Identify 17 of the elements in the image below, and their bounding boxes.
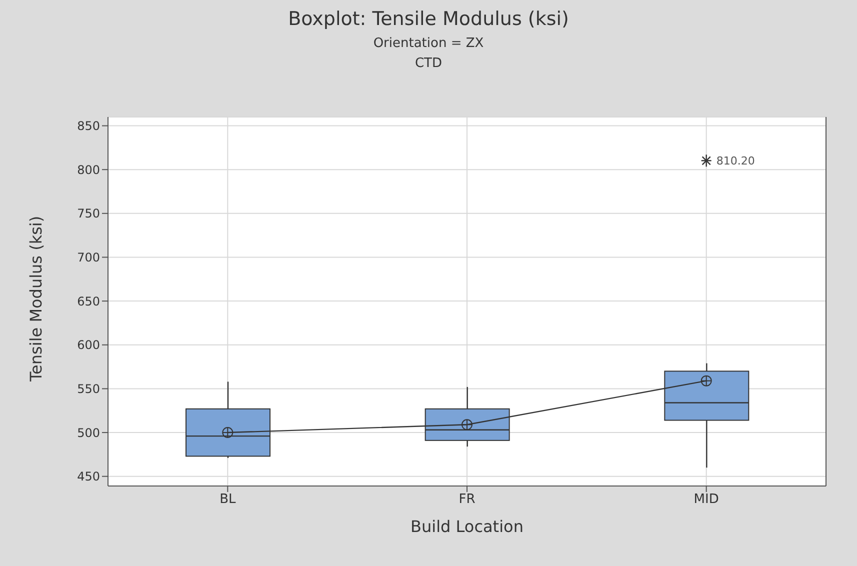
y-tick-label: 600 xyxy=(77,338,100,352)
chart-subtitle: Orientation = ZX CTD xyxy=(372,36,485,71)
x-tick-label: FR xyxy=(458,492,476,508)
x-axis-title: Build Location xyxy=(410,517,524,536)
y-tick-label: 550 xyxy=(77,382,100,396)
y-tick-label: 750 xyxy=(77,206,100,221)
y-tick-label: 450 xyxy=(77,470,100,484)
y-axis-title: Tensile Modulus (ksi) xyxy=(26,216,46,382)
chart-title: Boxplot: Tensile Modulus (ksi) xyxy=(287,8,570,30)
y-tick-label: 650 xyxy=(77,294,100,308)
y-tick-label: 500 xyxy=(77,426,100,440)
annotation: 810.20 xyxy=(716,154,755,168)
y-tick-label: 850 xyxy=(77,119,100,134)
y-tick-label: 800 xyxy=(77,162,100,177)
y-tick-label: 700 xyxy=(77,250,100,264)
x-tick-label: BL xyxy=(220,492,236,508)
x-tick-label: MID xyxy=(694,492,719,508)
